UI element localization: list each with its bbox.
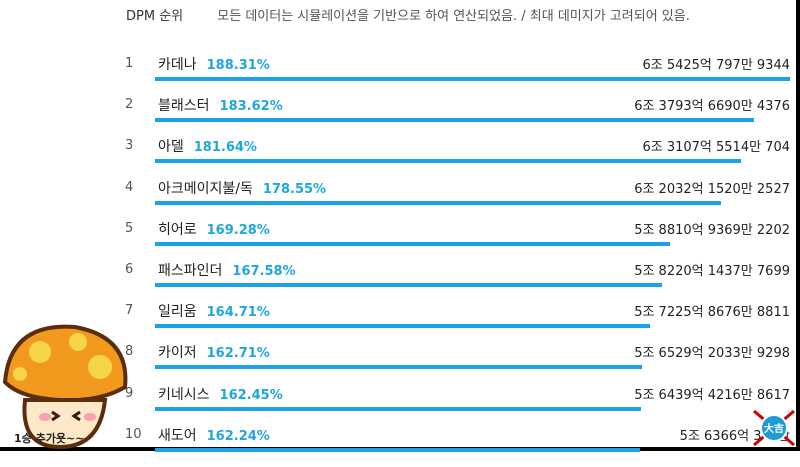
class-name: 패스파인더 167.58%	[158, 260, 296, 280]
ranking-row: 7 일리움 164.71% 5조 7225억 8676만 8811	[0, 301, 800, 343]
ranking-row: 4 아크메이지불/독 178.55% 6조 2032억 1520만 2527	[0, 178, 800, 220]
ranking-row: 8 카이저 162.71% 5조 6529억 2033만 9298	[0, 342, 800, 384]
dpm-value-label: 5조 8810억 9369만 2202	[634, 222, 790, 238]
percent-label: 164.71%	[206, 305, 270, 321]
rank-number: 2	[125, 97, 134, 113]
class-label: 새도어	[158, 427, 197, 444]
class-label: 히어로	[158, 221, 197, 238]
ranking-row: 5 히어로 169.28% 5조 8810억 9369만 2202	[0, 219, 800, 261]
rank-number: 1	[125, 56, 134, 71]
bar-track	[155, 200, 790, 205]
dpm-value-label: 5조 7225억 8676만 8811	[634, 305, 790, 321]
percent-label: 167.58%	[232, 264, 296, 279]
class-name: 카이저 162.71%	[158, 342, 270, 362]
bar-track	[155, 77, 790, 81]
bar-track	[155, 118, 790, 123]
chart-note: 모든 데이터는 시뮬레이션을 기반으로 하여 연산되었음. / 최대 데미지가 …	[217, 9, 690, 24]
dpm-bar	[155, 324, 650, 329]
dpm-value-label: 5조 6439억 4216만 8617	[634, 387, 790, 403]
bar-track	[155, 365, 790, 370]
class-name: 아크메이지불/독 178.55%	[158, 178, 326, 198]
class-label: 블래스터	[158, 98, 210, 115]
bar-track	[155, 324, 790, 329]
class-label: 일리움	[158, 304, 197, 321]
class-label: 카이저	[158, 345, 197, 362]
ranking-row: 2 블래스터 183.62% 6조 3793억 6690만 4376	[0, 95, 800, 137]
rank-number: 3	[125, 138, 134, 154]
class-name: 아델 181.64%	[158, 136, 257, 156]
dpm-bar	[155, 77, 790, 81]
ranking-row: 6 패스파인더 167.58% 5조 8220억 1437만 7699	[0, 260, 800, 302]
dpm-value-label: 6조 3107억 5514만 704	[642, 140, 790, 156]
class-label: 아델	[158, 139, 184, 156]
bar-track	[155, 283, 790, 287]
bar-track	[155, 159, 790, 164]
dpm-bar	[155, 447, 640, 452]
ranking-row: 1 카데나 188.31% 6조 5425억 797만 9344	[0, 54, 800, 96]
class-name: 히어로 169.28%	[158, 219, 270, 239]
dpm-bar	[155, 406, 641, 411]
dpm-bar	[155, 159, 741, 164]
rank-number: 6	[125, 262, 134, 277]
class-label: 카데나	[158, 57, 197, 73]
percent-label: 162.24%	[206, 428, 270, 444]
dpm-bar	[155, 200, 721, 205]
ranking-row: 9 키네시스 162.45% 5조 6439억 4216만 8617	[0, 384, 800, 426]
bar-track	[155, 447, 790, 452]
class-name: 카데나 188.31%	[158, 54, 270, 74]
dpm-bar	[155, 118, 754, 123]
dpm-value-label: 5조 8220억 1437만 7699	[634, 264, 790, 279]
dpm-value-label: 5조 6529억 2033만 9298	[634, 346, 790, 362]
rank-number: 5	[125, 220, 134, 236]
class-name: 키네시스 162.45%	[158, 384, 283, 404]
rank-number: 4	[125, 179, 134, 195]
class-name: 블래스터 183.62%	[158, 95, 283, 115]
class-label: 키네시스	[158, 386, 210, 403]
watermark-badge-icon	[753, 409, 795, 447]
rank-number: 8	[125, 344, 134, 360]
chart-title: DPM 순위	[126, 9, 184, 24]
class-name: 일리움 164.71%	[158, 301, 270, 321]
chart-header: DPM 순위 모든 데이터는 시뮬레이션을 기반으로 하여 연산되었음. / 최…	[126, 5, 690, 24]
mascot-caption: 1승 추가욧~~	[14, 432, 85, 445]
class-label: 아크메이지불/독	[158, 180, 253, 197]
percent-label: 162.71%	[206, 346, 270, 362]
percent-label: 188.31%	[206, 58, 270, 73]
dpm-bar	[155, 365, 642, 370]
dpm-bar	[155, 241, 670, 246]
class-name: 새도어 162.24%	[158, 425, 270, 445]
dpm-value-label: 6조 3793억 6690만 4376	[634, 99, 790, 115]
percent-label: 183.62%	[219, 99, 283, 115]
ranking-row: 3 아델 181.64% 6조 3107억 5514만 704	[0, 136, 800, 178]
bar-track	[155, 406, 790, 411]
dpm-value-label: 6조 2032억 1520만 2527	[634, 181, 790, 197]
bar-track	[155, 241, 790, 246]
percent-label: 178.55%	[262, 181, 327, 197]
dpm-bar	[155, 283, 662, 287]
percent-label: 162.45%	[219, 387, 283, 403]
badge-text: 大吉	[764, 424, 784, 435]
percent-label: 169.28%	[206, 222, 270, 238]
orange-mushroom-icon	[2, 324, 128, 450]
rank-number: 10	[125, 426, 142, 442]
rank-number: 7	[125, 303, 134, 319]
rank-number: 9	[125, 385, 134, 401]
class-label: 패스파인더	[158, 263, 223, 279]
percent-label: 181.64%	[193, 140, 257, 156]
dpm-value-label: 6조 5425억 797만 9344	[642, 58, 790, 73]
